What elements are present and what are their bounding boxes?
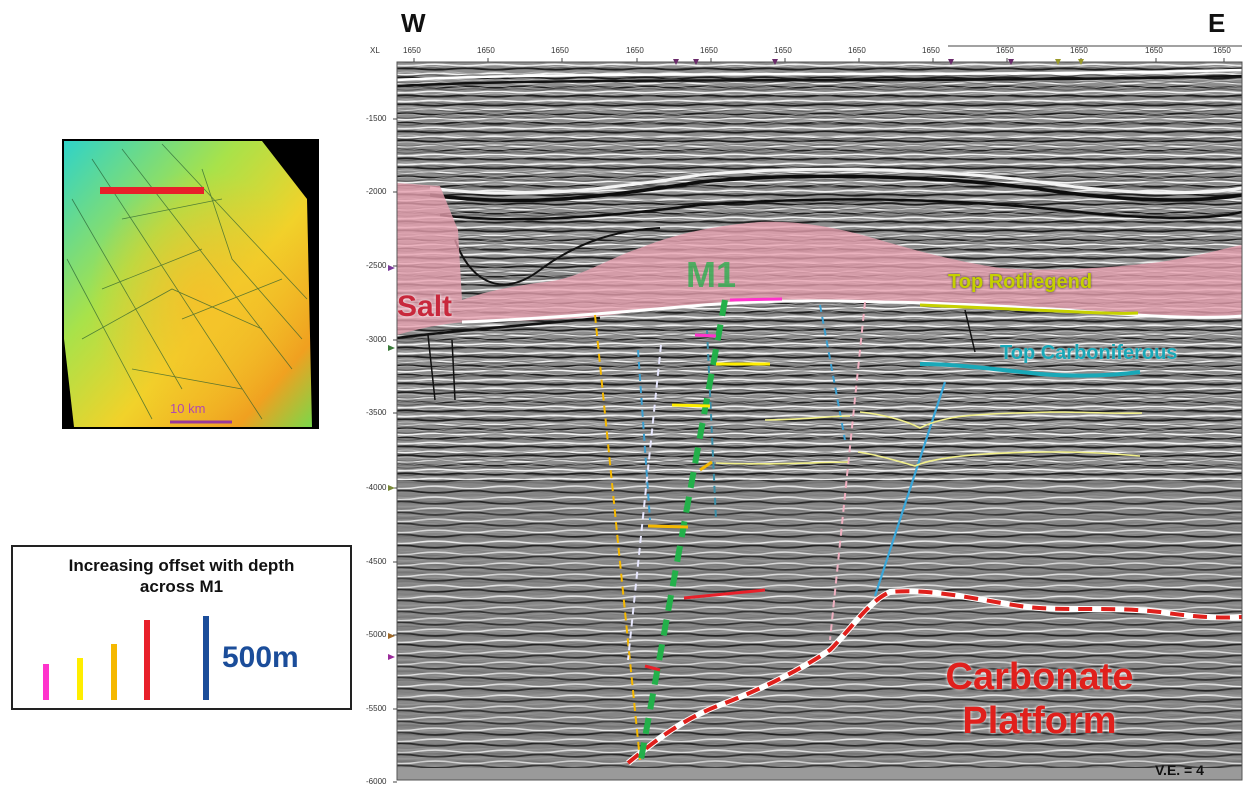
top-axis-tick: 1650 <box>922 46 940 55</box>
top-rotliegend-horizon <box>919 303 1139 315</box>
legend-bars <box>13 547 350 708</box>
legend-bar-red <box>144 620 150 700</box>
top-axis-label: XL <box>370 46 380 55</box>
top-axis-tick: 1650 <box>1145 46 1163 55</box>
west-label: W <box>401 8 426 38</box>
top-rotliegend-label: Top Rotliegend <box>948 271 1093 293</box>
fault-blue-solid <box>873 381 947 597</box>
top-axis-tick: 1650 <box>1213 46 1231 55</box>
legend-title-line1: Increasing offset with depth <box>68 556 295 575</box>
legend-bar-orange <box>111 644 117 700</box>
top-axis-tick: 1650 <box>626 46 644 55</box>
legend-bar-blue <box>203 616 209 700</box>
depth-tick: -1500 <box>366 114 387 123</box>
top-axis-tick: 1650 <box>848 46 866 55</box>
top-axis-tick: 1650 <box>1070 46 1088 55</box>
legend-bar-yellow <box>77 658 83 700</box>
vertical-exaggeration-label: V.E. = 4 <box>1155 762 1204 778</box>
depth-tick: -2000 <box>366 187 387 196</box>
carbonate-platform-label: Carbonate Platform <box>932 655 1147 743</box>
fault-blue-east <box>819 304 846 441</box>
depth-tick: -3000 <box>366 335 387 344</box>
depth-tick: -2500 <box>366 261 387 270</box>
top-axis-tick: 1650 <box>551 46 569 55</box>
top-carboniferous-label: Top Carboniferous <box>1000 342 1178 364</box>
salt-label: Salt <box>397 290 453 323</box>
top-axis-tick: 1650 <box>700 46 718 55</box>
carbonate-line2: Platform <box>962 700 1117 742</box>
offset-legend: Increasing offset with depth across M1 5… <box>11 545 352 710</box>
depth-tick: -4000 <box>366 483 387 492</box>
top-axis-tick: 1650 <box>996 46 1014 55</box>
top-axis-tick: 1650 <box>403 46 421 55</box>
legend-bar-magenta <box>43 664 49 700</box>
fault-blue-west <box>637 349 651 521</box>
depth-tick: -3500 <box>366 408 387 417</box>
fault-yellow <box>594 314 641 761</box>
depth-tick: -5000 <box>366 630 387 639</box>
section-location-line <box>100 187 204 194</box>
fault-m1 <box>637 299 728 766</box>
inset-map <box>62 139 319 429</box>
depth-tick: -6000 <box>366 777 387 786</box>
depth-tick: -4500 <box>366 557 387 566</box>
fault-white <box>627 344 662 661</box>
east-label: E <box>1208 8 1226 38</box>
legend-title-line2: across M1 <box>139 577 224 596</box>
top-axis-tick: 1650 <box>477 46 495 55</box>
salt-body <box>397 183 1242 335</box>
fault-pink <box>829 301 866 641</box>
legend-scale-value: 500m <box>222 641 299 674</box>
depth-tick: -5500 <box>366 704 387 713</box>
top-carboniferous-horizon <box>919 362 1141 378</box>
fault-m1-label: M1 <box>686 254 737 295</box>
map-scale-label: 10 km <box>170 401 206 416</box>
carbonate-platform-horizon <box>626 589 1242 765</box>
top-axis-tick: 1650 <box>774 46 792 55</box>
fault-blue-inner <box>706 329 717 521</box>
carbonate-line1: Carbonate <box>945 656 1134 698</box>
